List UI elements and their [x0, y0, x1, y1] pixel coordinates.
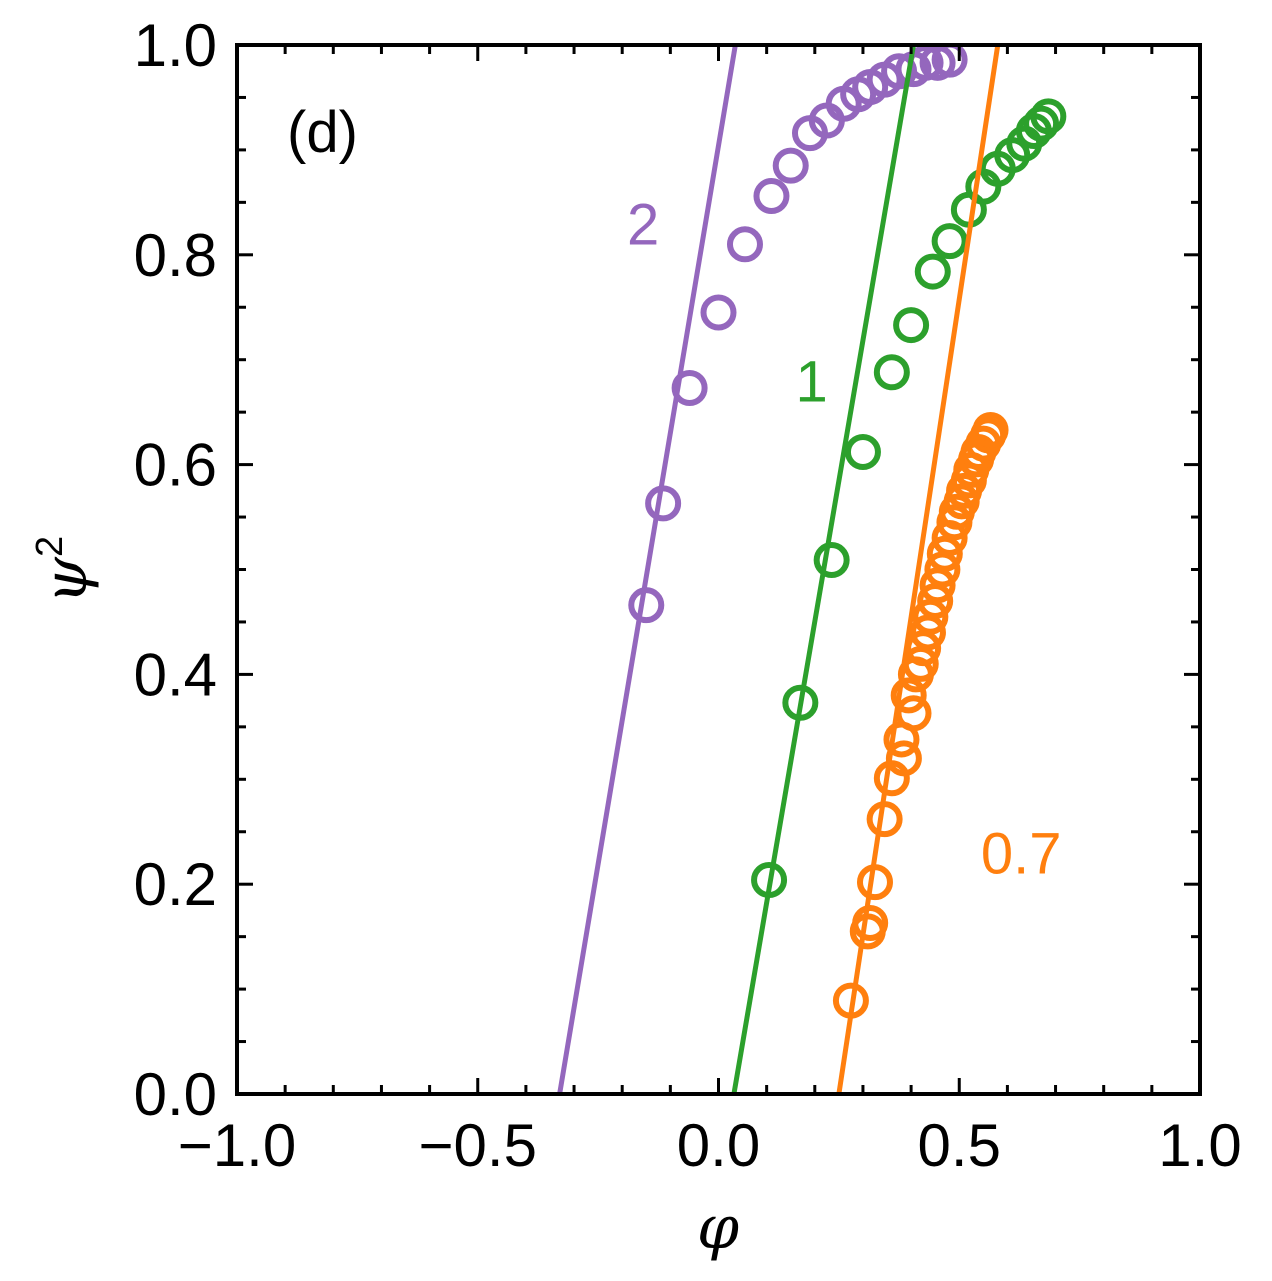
data-point — [1030, 98, 1067, 135]
data-point — [873, 354, 910, 391]
x-tick-label: 0.5 — [918, 1112, 1001, 1179]
data-point — [914, 253, 951, 290]
data-point — [1023, 105, 1060, 142]
y-tick-label: 0.6 — [134, 432, 217, 499]
series-label: 2 — [627, 192, 659, 257]
series-layer — [557, 45, 1067, 1094]
series-label: 0.7 — [981, 822, 1062, 887]
y-axis-title: ψ2 — [29, 536, 101, 604]
data-point — [856, 864, 893, 901]
data-point — [700, 294, 737, 331]
data-point — [931, 223, 968, 260]
series-1 — [731, 45, 1067, 1094]
series-2 — [557, 45, 968, 1094]
y-tick-label: 1.0 — [134, 12, 217, 79]
data-point — [751, 862, 788, 899]
data-point — [813, 542, 850, 579]
y-tick-label: 0.0 — [134, 1061, 217, 1128]
x-tick-label: −1.0 — [178, 1112, 296, 1179]
x-axis-title: φ — [697, 1193, 739, 1263]
data-point — [772, 147, 809, 184]
series-0.7 — [832, 45, 1009, 1094]
tick-labels: −1.0 −0.5 0.0 0.5 1.0 0.0 0.2 0.4 0.6 0.8 1.0 — [134, 12, 1242, 1179]
data-point — [645, 485, 682, 522]
y-tick-label: 0.8 — [134, 222, 217, 289]
data-point — [671, 370, 708, 407]
svg-text:ψ2: ψ2 — [29, 536, 101, 604]
data-point — [852, 905, 889, 942]
data-point — [832, 982, 869, 1019]
x-tick-label: −0.5 — [419, 1112, 537, 1179]
plot-frame — [235, 43, 1202, 1096]
data-point — [753, 178, 790, 215]
data-point — [866, 801, 903, 838]
y-tick-label: 0.2 — [134, 851, 217, 918]
x-tick-label: 1.0 — [1158, 1112, 1241, 1179]
data-point — [890, 677, 927, 714]
y-tick-label: 0.4 — [134, 641, 217, 708]
data-point — [893, 307, 930, 344]
data-point — [844, 434, 881, 471]
data-point — [895, 695, 932, 732]
data-point — [628, 587, 665, 624]
y-axis-title-superscript: 2 — [29, 536, 71, 557]
data-point — [885, 740, 922, 777]
data-point — [782, 684, 819, 721]
fit-line — [557, 45, 738, 1094]
data-point — [726, 226, 763, 263]
data-point — [931, 45, 968, 78]
data-point — [926, 535, 963, 572]
x-tick-label: 0.0 — [677, 1112, 760, 1179]
series-label: 1 — [796, 350, 828, 415]
data-point — [972, 411, 1009, 448]
panel-label: (d) — [287, 100, 358, 165]
y-axis-title-base: ψ — [31, 556, 101, 604]
axes — [235, 43, 1202, 1096]
